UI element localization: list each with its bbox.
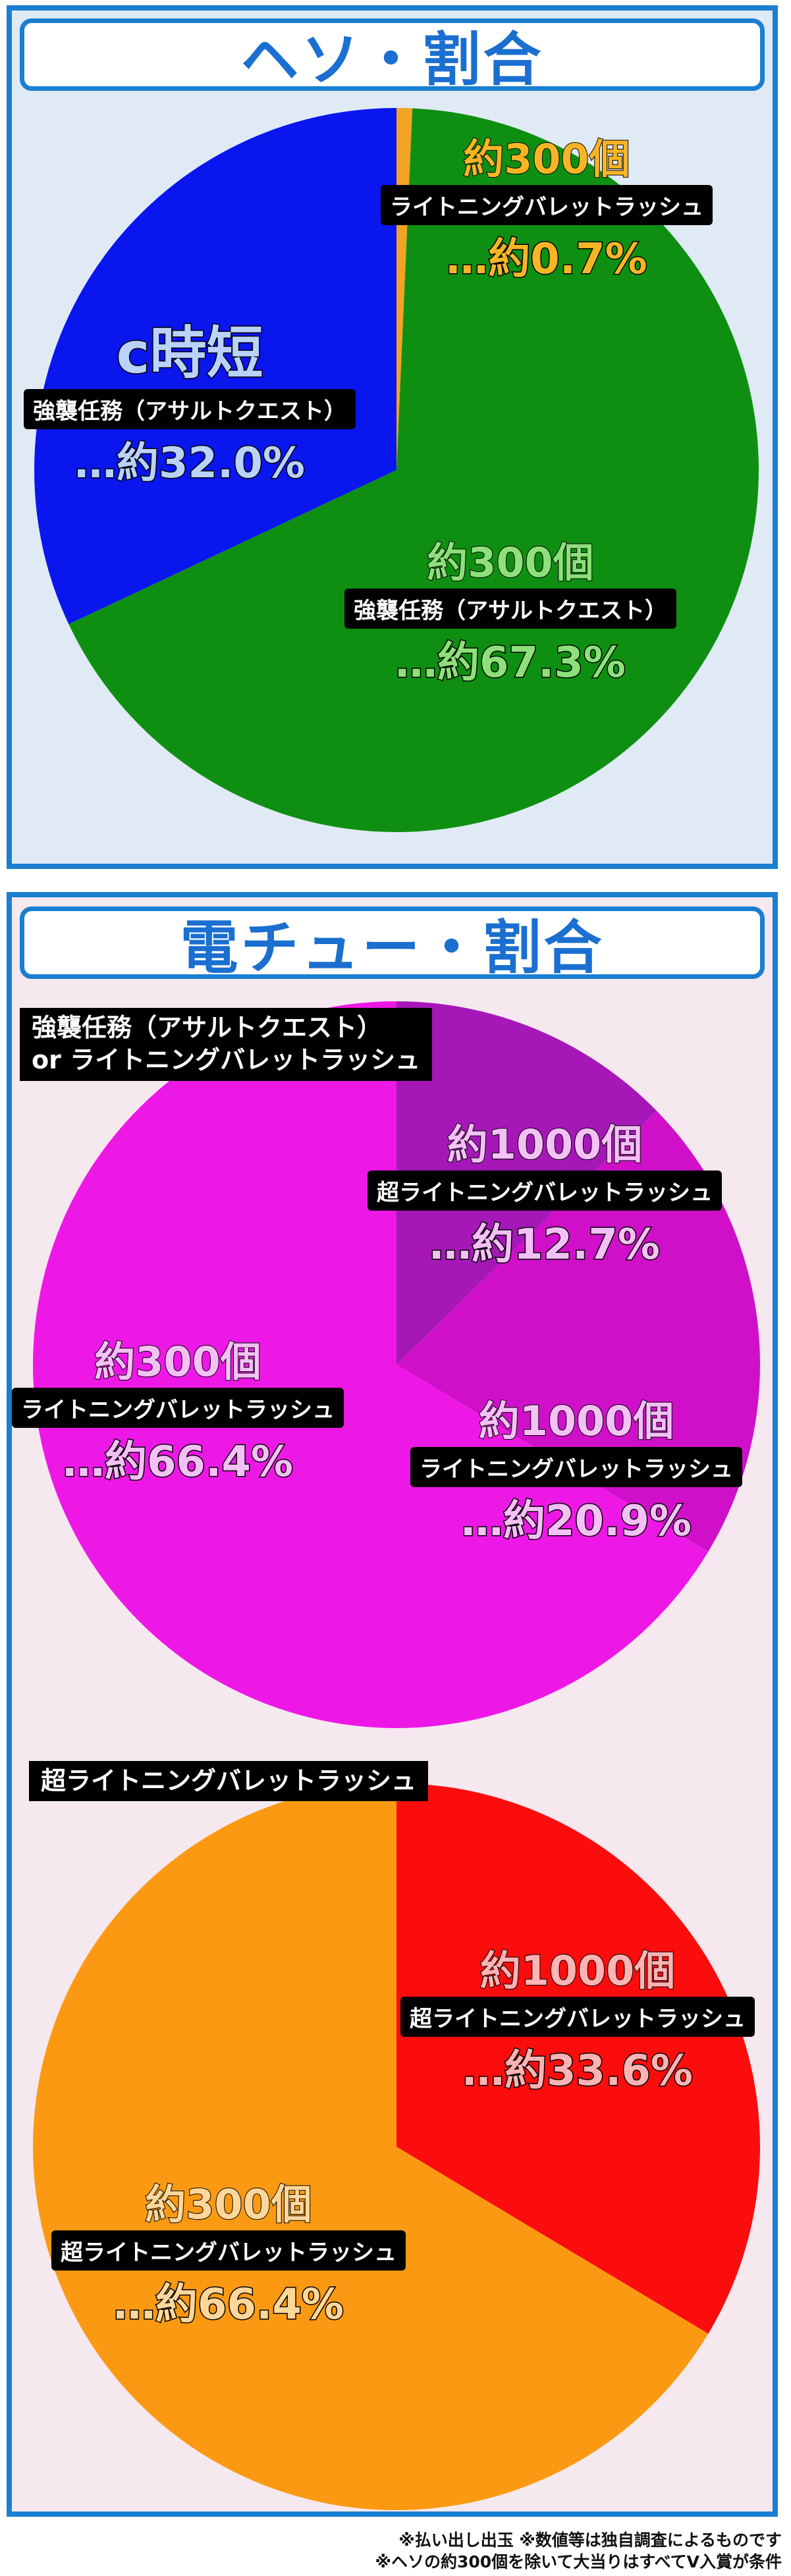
denchu2-slice-name-1: 超ライトニングバレットラッシュ (51, 2230, 406, 2271)
heso-slice-name-0: ライトニングバレットラッシュ (381, 185, 713, 225)
heso-pie-chart (34, 108, 759, 833)
denchu2-slice-count-1: 約300個 (144, 2180, 312, 2229)
denchu-pie-2-slice-0 (396, 1783, 761, 2334)
denchu1-slice-count-0: 約1000個 (447, 1120, 643, 1169)
heso-slice-label-1: 約300個 強襲任務（アサルトクエスト） …約67.3% (344, 529, 676, 689)
denchu-pie-2-slice-1 (33, 1783, 709, 2510)
denchu2-slice-pct-0: …約33.6% (461, 2046, 694, 2097)
heso-slice-count-1: 約300個 (426, 538, 594, 587)
denchu-caption-2: 超ライトニングバレットラッシュ (29, 1761, 429, 1802)
denchu-pie-chart-2 (33, 1783, 761, 2510)
heso-slice-count-0: 約300個 (462, 134, 630, 184)
denchu1-slice-pct-1: …約20.9% (460, 1496, 692, 1547)
denchu-caption-1: 強襲任務（アサルトクエスト） or ライトニングバレットラッシュ (20, 1008, 433, 1081)
denchu2-slice-name-0: 超ライトニングバレットラッシュ (400, 1997, 755, 2037)
heso-title: ヘソ・割合 (20, 18, 765, 93)
denchu-panel: 電チュー・割合 強襲任務（アサルトクエスト） or ライトニングバレットラッシュ… (7, 892, 778, 2517)
denchu1-slice-pct-2: …約66.4% (61, 1437, 294, 1488)
denchu1-slice-name-1: ライトニングバレットラッシュ (410, 1447, 742, 1487)
denchu1-slice-pct-0: …約12.7% (428, 1220, 661, 1271)
denchu1-slice-label-1: 約1000個 ライトニングバレットラッシュ …約20.9% (410, 1388, 742, 1548)
denchu1-slice-label-0: 約1000個 超ライトニングバレットラッシュ …約12.7% (368, 1111, 722, 1271)
heso-pie-slice-1 (68, 108, 759, 833)
heso-slice-label-2: c時短 強襲任務（アサルトクエスト） …約32.0% (24, 307, 356, 490)
heso-slice-name-1: 強襲任務（アサルトクエスト） (344, 589, 676, 629)
footnote-2: ※ヘソの約300個を除いて大当りはすべてV入賞が条件 (375, 2552, 782, 2572)
heso-slice-name-2: 強襲任務（アサルトクエスト） (24, 389, 356, 429)
footnotes: ※払い出し出玉 ※数値等は独自調査によるものです ※ヘソの約300個を除いて大当… (375, 2529, 782, 2574)
denchu-caption-1-line1: 強襲任務（アサルトクエスト） (32, 1013, 383, 1042)
denchu2-slice-pct-1: …約66.4% (112, 2280, 344, 2330)
denchu-title: 電チュー・割合 (20, 907, 765, 982)
heso-slice-count-2: c時短 (115, 320, 264, 388)
denchu-pie-chart-1 (33, 1001, 761, 1728)
heso-slice-pct-0: …約0.7% (445, 234, 649, 285)
denchu-pie-1-slice-1 (396, 1111, 761, 1552)
denchu1-slice-name-2: ライトニングバレットラッシュ (12, 1388, 344, 1428)
denchu2-slice-label-0: 約1000個 超ライトニングバレットラッシュ …約33.6% (400, 1937, 755, 2097)
heso-slice-pct-2: …約32.0% (73, 438, 306, 489)
denchu-pie-1-slice-2 (33, 1001, 709, 1728)
denchu-caption-1-line2: or ライトニングバレットラッシュ (32, 1045, 421, 1075)
heso-panel: ヘソ・割合 約300個 ライトニングバレットラッシュ …約0.7% 約300個 … (7, 5, 778, 869)
denchu2-slice-label-1: 約300個 超ライトニングバレットラッシュ …約66.4% (51, 2171, 406, 2331)
denchu1-slice-count-1: 約1000個 (478, 1396, 675, 1446)
denchu2-slice-count-0: 約1000個 (479, 1946, 676, 1995)
denchu1-slice-count-2: 約300個 (94, 1337, 261, 1386)
footnote-1: ※払い出し出玉 ※数値等は独自調査によるものです (398, 2530, 782, 2550)
heso-slice-pct-1: …約67.3% (394, 638, 626, 689)
denchu1-slice-label-2: 約300個 ライトニングバレットラッシュ …約66.4% (12, 1328, 344, 1488)
heso-pie-slice-2 (34, 108, 396, 625)
heso-slice-label-0: 約300個 ライトニングバレットラッシュ …約0.7% (381, 126, 713, 286)
denchu1-slice-name-0: 超ライトニングバレットラッシュ (368, 1170, 722, 1211)
